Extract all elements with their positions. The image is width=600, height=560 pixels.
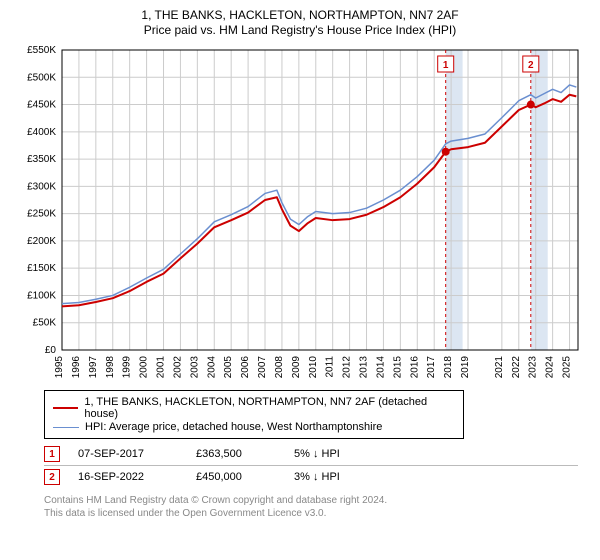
sale-date: 16-SEP-2022 bbox=[78, 471, 178, 483]
legend-swatch bbox=[53, 427, 79, 428]
svg-text:£100K: £100K bbox=[27, 290, 56, 301]
svg-text:2015: 2015 bbox=[392, 356, 403, 379]
svg-text:2022: 2022 bbox=[511, 356, 522, 379]
svg-text:2017: 2017 bbox=[426, 356, 437, 379]
svg-text:£350K: £350K bbox=[27, 154, 56, 165]
svg-text:2006: 2006 bbox=[240, 356, 251, 379]
svg-text:£300K: £300K bbox=[27, 181, 56, 192]
svg-text:1997: 1997 bbox=[88, 356, 99, 379]
sales-table: 1 07-SEP-2017 £363,500 5% ↓ HPI 2 16-SEP-2022… bbox=[44, 443, 578, 488]
sale-marker-badge: 1 bbox=[44, 446, 60, 462]
legend-swatch bbox=[53, 407, 78, 409]
svg-text:2014: 2014 bbox=[375, 356, 386, 379]
sale-date: 07-SEP-2017 bbox=[78, 448, 178, 460]
svg-text:2019: 2019 bbox=[460, 356, 471, 379]
svg-text:2010: 2010 bbox=[308, 356, 319, 379]
svg-text:2021: 2021 bbox=[494, 356, 505, 379]
footer-line-1: Contains HM Land Registry data © Crown c… bbox=[44, 494, 578, 507]
svg-text:£250K: £250K bbox=[27, 209, 56, 220]
svg-text:2016: 2016 bbox=[409, 356, 420, 379]
svg-text:£150K: £150K bbox=[27, 263, 56, 274]
legend-label: 1, THE BANKS, HACKLETON, NORTHAMPTON, NN… bbox=[84, 396, 455, 420]
sale-price: £450,000 bbox=[196, 471, 276, 483]
svg-text:2005: 2005 bbox=[223, 356, 234, 379]
svg-text:2011: 2011 bbox=[325, 356, 336, 378]
footer-note: Contains HM Land Registry data © Crown c… bbox=[44, 494, 578, 520]
sale-marker-badge: 2 bbox=[44, 469, 60, 485]
sale-row: 2 16-SEP-2022 £450,000 3% ↓ HPI bbox=[44, 466, 578, 488]
svg-text:£50K: £50K bbox=[33, 318, 57, 329]
svg-text:2003: 2003 bbox=[189, 356, 200, 379]
plot-area: £0 £50K £100K £150K £200K £250K £300K £350K £400… bbox=[12, 44, 588, 384]
chart-container: 1, THE BANKS, HACKLETON, NORTHAMPTON, NN… bbox=[0, 0, 600, 524]
svg-text:2004: 2004 bbox=[206, 356, 217, 379]
title-line-2: Price paid vs. HM Land Registry's House … bbox=[12, 23, 588, 38]
svg-text:1999: 1999 bbox=[122, 356, 133, 379]
title-line-1: 1, THE BANKS, HACKLETON, NORTHAMPTON, NN… bbox=[12, 8, 588, 23]
svg-text:£400K: £400K bbox=[27, 127, 56, 138]
chart-svg: £0 £50K £100K £150K £200K £250K £300K £350K £400… bbox=[12, 44, 588, 384]
svg-text:1996: 1996 bbox=[71, 356, 82, 379]
svg-text:2012: 2012 bbox=[342, 356, 353, 379]
svg-text:£0: £0 bbox=[45, 345, 57, 356]
svg-text:£550K: £550K bbox=[27, 45, 56, 56]
legend-row: 1, THE BANKS, HACKLETON, NORTHAMPTON, NN… bbox=[53, 396, 455, 420]
svg-text:£450K: £450K bbox=[27, 100, 56, 111]
svg-text:2018: 2018 bbox=[443, 356, 454, 379]
legend-label: HPI: Average price, detached house, West… bbox=[85, 421, 382, 433]
svg-text:1: 1 bbox=[443, 60, 449, 71]
sale-diff: 5% ↓ HPI bbox=[294, 448, 394, 460]
footer-line-2: This data is licensed under the Open Gov… bbox=[44, 507, 578, 520]
svg-text:2009: 2009 bbox=[291, 356, 302, 379]
legend: 1, THE BANKS, HACKLETON, NORTHAMPTON, NN… bbox=[44, 390, 464, 439]
svg-text:2023: 2023 bbox=[528, 356, 539, 379]
svg-text:2013: 2013 bbox=[359, 356, 370, 379]
svg-text:2007: 2007 bbox=[257, 356, 268, 379]
sale-row: 1 07-SEP-2017 £363,500 5% ↓ HPI bbox=[44, 443, 578, 466]
svg-text:2: 2 bbox=[528, 60, 534, 71]
svg-text:2008: 2008 bbox=[274, 356, 285, 379]
svg-text:2024: 2024 bbox=[545, 356, 556, 379]
svg-text:2025: 2025 bbox=[562, 356, 573, 379]
svg-text:2001: 2001 bbox=[156, 356, 167, 379]
legend-row: HPI: Average price, detached house, West… bbox=[53, 421, 455, 433]
svg-text:2000: 2000 bbox=[139, 356, 150, 379]
chart-titles: 1, THE BANKS, HACKLETON, NORTHAMPTON, NN… bbox=[12, 8, 588, 38]
sale-price: £363,500 bbox=[196, 448, 276, 460]
sale-diff: 3% ↓ HPI bbox=[294, 471, 394, 483]
svg-text:2002: 2002 bbox=[172, 356, 183, 379]
svg-text:1998: 1998 bbox=[105, 356, 116, 379]
svg-text:£200K: £200K bbox=[27, 236, 56, 247]
svg-text:1995: 1995 bbox=[54, 356, 65, 379]
svg-text:£500K: £500K bbox=[27, 72, 56, 83]
